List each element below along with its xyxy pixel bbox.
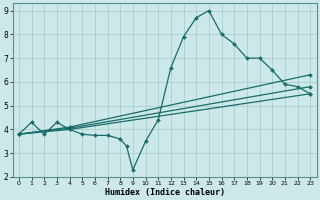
X-axis label: Humidex (Indice chaleur): Humidex (Indice chaleur) [105,188,225,197]
